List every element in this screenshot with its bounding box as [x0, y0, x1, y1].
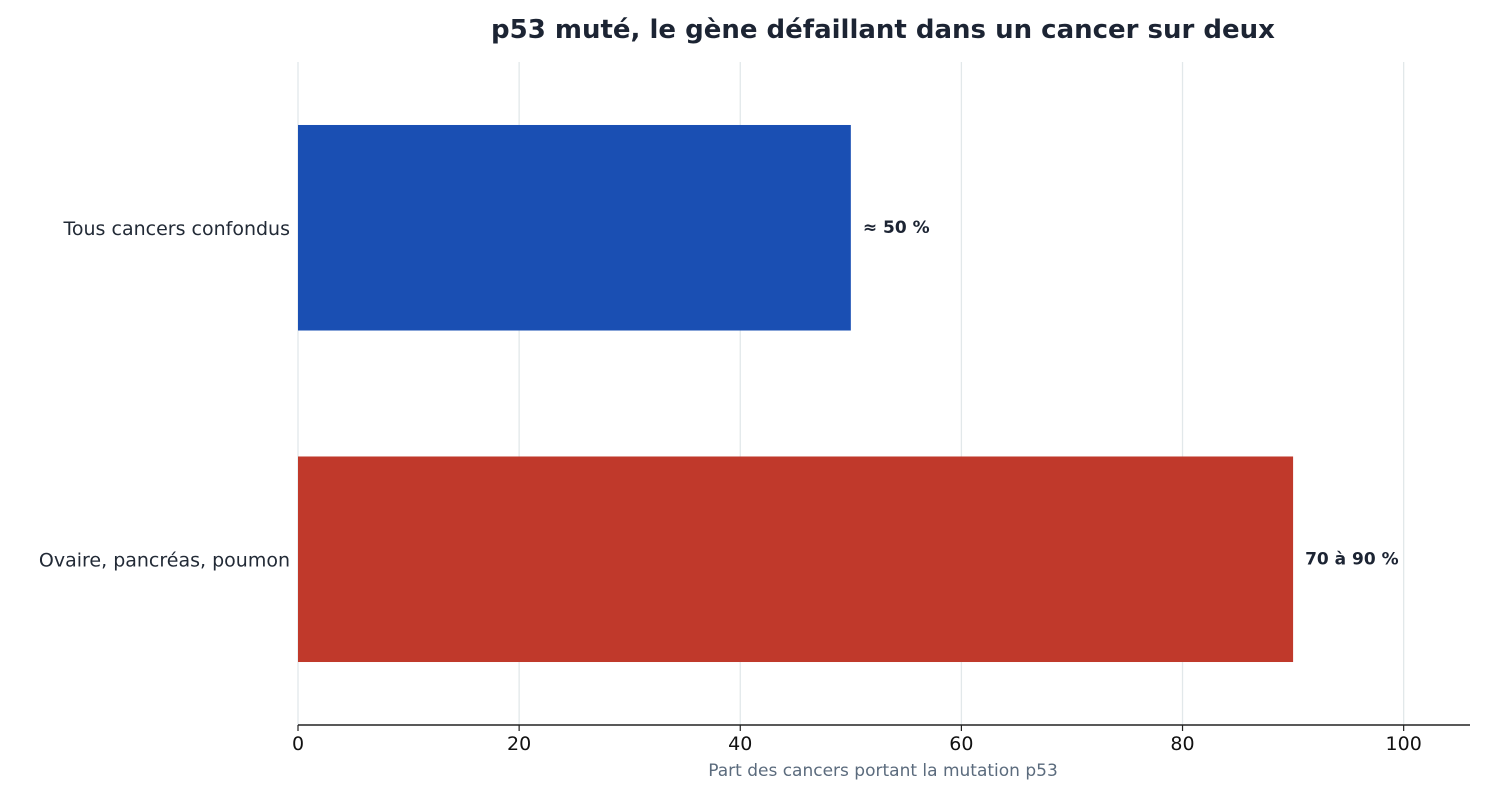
x-axis-title: Part des cancers portant la mutation p53	[708, 761, 1058, 781]
x-tick-label-40: 40	[728, 733, 752, 755]
x-tick-label-0: 0	[292, 733, 304, 755]
x-tick-label-80: 80	[1170, 733, 1194, 755]
x-tick-label-20: 20	[507, 733, 531, 755]
bar-1	[298, 456, 1294, 663]
data-label-1: 70 à 90 %	[1305, 549, 1399, 569]
data-label-0: ≈ 50 %	[863, 218, 930, 238]
bars	[298, 124, 1294, 663]
category-label-0: Tous cancers confondus	[63, 218, 290, 240]
bar-0	[298, 124, 851, 331]
category-label-1: Ovaire, pancréas, poumon	[39, 549, 290, 571]
x-axis: 0 20 40 60 80 100	[292, 724, 1470, 755]
chart-title: p53 muté, le gène défaillant dans un can…	[491, 15, 1275, 45]
labels: Tous cancers confondus ≈ 50 % Ovaire, panc…	[39, 218, 1399, 572]
x-tick-label-100: 100	[1386, 733, 1422, 755]
x-tick-label-60: 60	[949, 733, 973, 755]
